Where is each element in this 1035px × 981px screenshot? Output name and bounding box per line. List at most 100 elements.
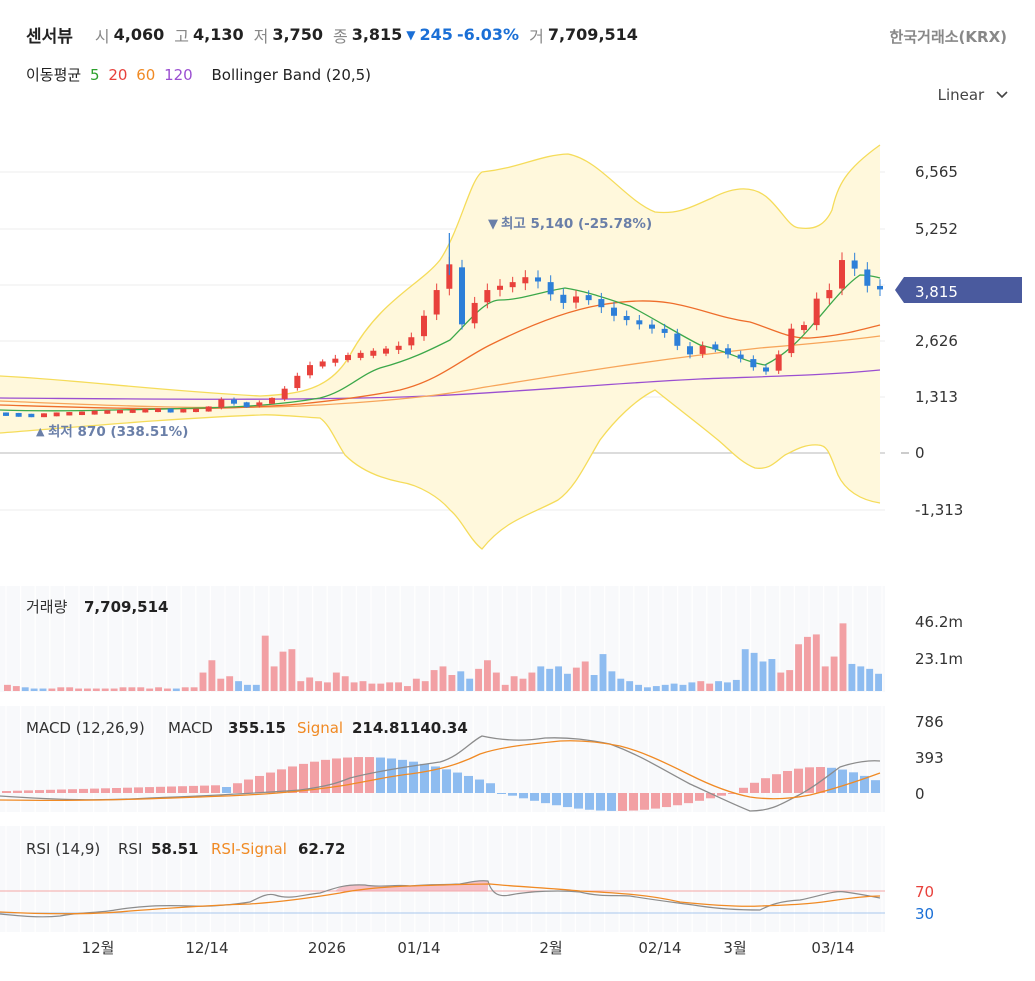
macd-hist-bar — [838, 769, 847, 793]
candle-body — [636, 320, 643, 325]
macd-hist-bar — [486, 783, 495, 793]
volume-bar — [4, 684, 11, 691]
macd-hist-bar — [24, 790, 33, 793]
macd-hist-bar — [563, 793, 572, 808]
x-tick: 2026 — [308, 939, 346, 957]
volume-bar — [421, 681, 429, 691]
current-price-text: 3,815 — [915, 283, 958, 301]
macd-hist-bar — [57, 789, 66, 793]
volume-bar — [190, 687, 198, 691]
svg-text:▲: ▲ — [36, 425, 45, 438]
volume-bar — [39, 688, 47, 691]
macd-hist-bar — [101, 788, 110, 793]
macd-hist-bar — [156, 786, 165, 793]
scale-value: Linear — [937, 86, 985, 104]
volume-bar — [110, 688, 118, 691]
macd-hist-bar — [530, 793, 539, 801]
macd-hist-bar — [189, 785, 198, 793]
y-tick: 6,565 — [915, 163, 958, 181]
volume-bar — [644, 687, 651, 691]
ma-20[interactable]: 20 — [108, 66, 128, 84]
volume-bar — [48, 688, 56, 691]
macd-signal-label: Signal — [297, 719, 343, 737]
volume-bar — [430, 670, 438, 691]
volume-bar — [75, 688, 82, 691]
volume-label: 거 — [529, 26, 544, 46]
volume-bar — [226, 676, 234, 691]
bollinger-lower — [0, 389, 881, 550]
volume-bar — [92, 688, 100, 691]
candle-body — [877, 285, 883, 290]
macd-hist-bar — [387, 758, 396, 793]
volume-bar — [617, 678, 625, 691]
x-tick: 03/14 — [811, 939, 854, 957]
macd-hist-bar — [112, 788, 121, 793]
ma-5[interactable]: 5 — [89, 66, 100, 84]
macd-hist-bar — [409, 761, 418, 793]
volume-bar — [244, 684, 251, 691]
volume-grid — [5, 586, 883, 692]
macd-hist-bar — [816, 767, 825, 793]
ma-120[interactable]: 120 — [164, 66, 193, 84]
volume-bar — [466, 678, 474, 691]
volume-bar — [288, 649, 296, 691]
volume-bar — [439, 666, 447, 691]
volume-bar — [706, 683, 714, 691]
bollinger-upper — [0, 144, 881, 397]
macd-hist-bar — [211, 785, 220, 793]
volume-bar — [537, 666, 545, 691]
macd-panel-bg — [0, 706, 885, 812]
macd-hist-bar — [244, 779, 253, 793]
volume-bar — [172, 688, 180, 691]
rsi-tick-70: 70 — [915, 883, 934, 901]
candle-body — [801, 325, 807, 331]
volume-bar — [128, 687, 136, 691]
volume-bar — [590, 675, 598, 691]
candle-body — [585, 295, 592, 301]
candle-body — [345, 355, 351, 361]
x-tick: 01/14 — [397, 939, 440, 957]
x-tick: 2월 — [539, 939, 562, 957]
candle-body — [497, 285, 503, 290]
rsi-tick-30: 30 — [915, 905, 934, 923]
candle-body — [661, 328, 668, 333]
candle-body — [269, 397, 275, 404]
volume-bar — [812, 634, 820, 691]
macd-hist-bar — [519, 793, 528, 799]
macd-hist-bar — [728, 793, 737, 794]
candle-body — [370, 350, 377, 356]
macd-hist-bar — [255, 775, 264, 793]
volume-bars — [4, 623, 882, 691]
ma-label[interactable]: 이동평균 — [26, 66, 82, 84]
candle-body — [53, 412, 60, 417]
stock-name[interactable]: 센서뷰 — [26, 27, 73, 47]
candle-body — [332, 358, 339, 363]
high-annotation-text: 최고 5,140 (-25.78%) — [501, 216, 652, 232]
volume-bar — [857, 666, 865, 691]
macd-hist-bar — [860, 775, 869, 793]
volume-panel-value: 7,709,514 — [84, 598, 168, 616]
scale-select[interactable]: Linear — [938, 86, 1009, 104]
volume-bar — [546, 668, 554, 691]
macd-hist-bar — [123, 787, 132, 793]
y-tick: 5,252 — [915, 220, 958, 238]
volume-bar — [57, 687, 65, 691]
macd-hist-bar — [651, 793, 660, 809]
volume-bar — [804, 636, 811, 691]
macd-hist-bar — [673, 793, 682, 806]
candle-body — [737, 354, 744, 359]
macd-hist-bar — [233, 783, 242, 793]
volume-bar — [830, 656, 838, 691]
volume-bar — [341, 676, 349, 691]
macd-hist-bar — [222, 787, 231, 793]
macd-hist-bar — [134, 787, 143, 793]
volume-bar — [137, 687, 145, 691]
macd-hist-bar — [640, 793, 649, 810]
rsi-signal-label: RSI-Signal — [211, 840, 287, 858]
down-arrow-icon: ▼ — [406, 27, 416, 42]
candle-body — [649, 324, 655, 329]
ma-60[interactable]: 60 — [136, 66, 156, 84]
bollinger-label[interactable]: Bollinger Band (20,5) — [211, 66, 372, 84]
volume-bar — [315, 681, 322, 691]
